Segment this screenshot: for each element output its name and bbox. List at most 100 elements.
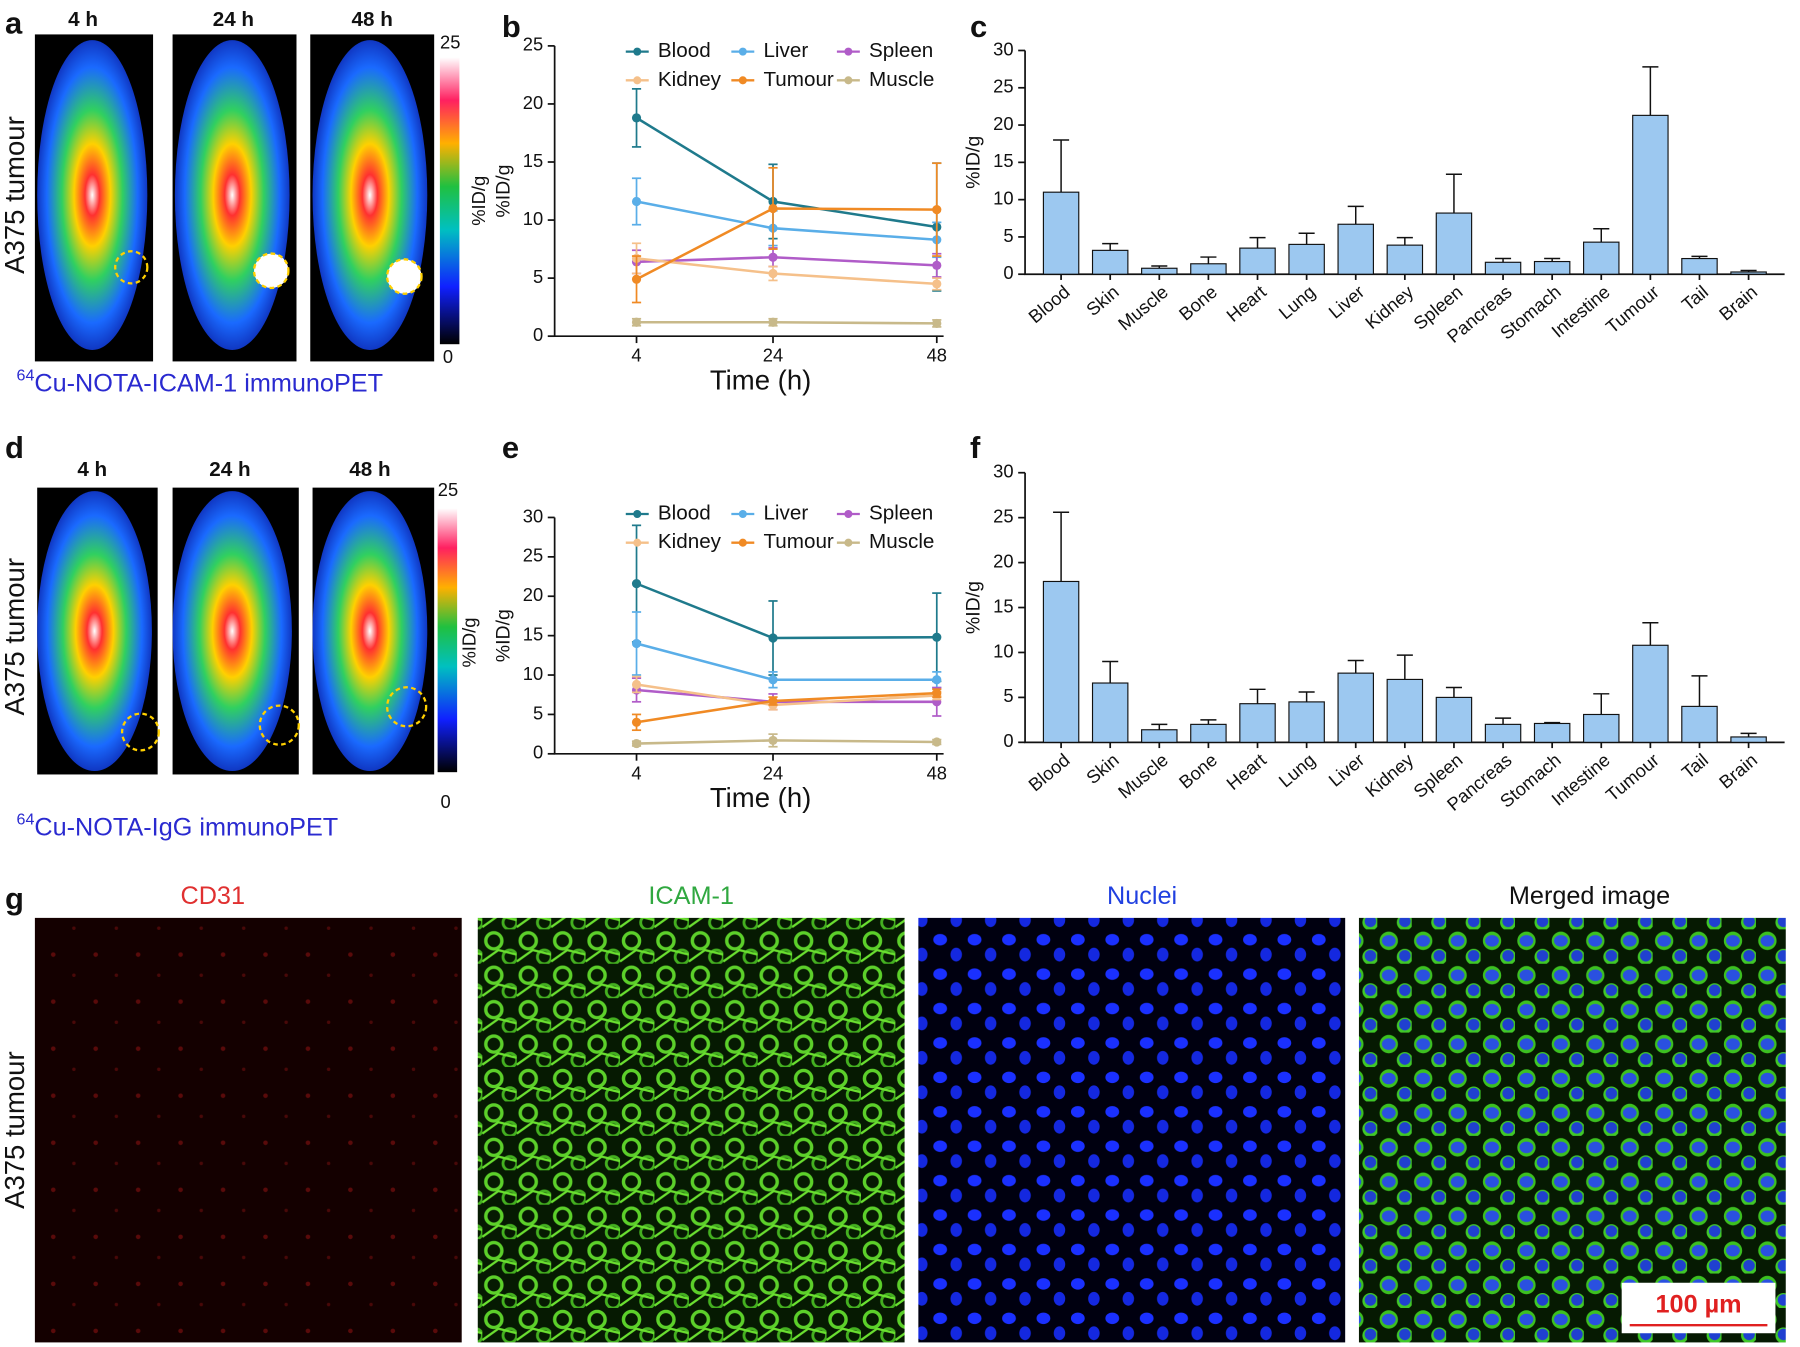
channel-label: CD31: [180, 882, 245, 910]
bar: [1288, 701, 1325, 743]
bar: [1681, 705, 1718, 743]
y-tick-label: 5: [1003, 685, 1013, 706]
legend-marker: [633, 47, 642, 56]
x-tick-label: Blood: [1024, 281, 1073, 327]
legend-label: Liver: [763, 39, 808, 62]
y-tick-label: 10: [993, 187, 1013, 208]
x-tick-label: 24: [763, 762, 783, 783]
panel-a: a 4 h 24 h 48 h A375 tumour 25 0 %ID/g 6…: [0, 5, 489, 397]
y-axis-title: %ID/g: [963, 136, 985, 189]
y-tick-label: 15: [523, 623, 543, 644]
caption-text: Cu-NOTA-ICAM-1 immunoPET: [34, 369, 383, 397]
point: [768, 203, 778, 214]
y-tick-label: 20: [993, 113, 1013, 134]
time-label: 4 h: [68, 8, 98, 31]
caption-text: Cu-NOTA-IgG immunoPET: [34, 813, 338, 841]
x-tick-label: Kidney: [1361, 749, 1418, 802]
bar: [1730, 736, 1767, 743]
y-tick-label: 25: [523, 545, 543, 566]
panel-label: c: [970, 9, 987, 44]
point: [768, 317, 778, 327]
caption-sup: 64: [17, 811, 35, 829]
y-tick-label: 10: [523, 663, 543, 684]
micrograph: [34, 917, 462, 1343]
point: [631, 717, 642, 727]
point: [768, 696, 778, 706]
bar: [1190, 263, 1227, 275]
legend-marker: [844, 76, 853, 85]
legend-label: Liver: [763, 501, 808, 524]
colorbar-label: 25: [438, 479, 458, 500]
point: [768, 268, 778, 279]
bar: [1632, 644, 1669, 743]
point: [932, 737, 942, 747]
panel-label: e: [502, 430, 519, 465]
bar: [1042, 191, 1080, 275]
tumour-ring: [385, 258, 423, 295]
panel-label: f: [970, 430, 981, 465]
legend-label: Kidney: [658, 68, 722, 91]
y-tick-label: 10: [523, 208, 543, 229]
mouse: [37, 491, 152, 772]
point: [631, 274, 642, 284]
y-tick-label: 15: [523, 150, 543, 171]
caption: 64Cu-NOTA-IgG immunoPET: [17, 811, 339, 841]
mouse: [312, 491, 428, 772]
bar: [1583, 241, 1620, 275]
x-tick-label: Tumour: [1602, 749, 1663, 805]
y-tick-label: 20: [523, 92, 543, 113]
x-tick-label: Brain: [1715, 281, 1761, 325]
bar: [1386, 244, 1424, 275]
legend-marker: [738, 510, 747, 519]
y-tick-label: 0: [533, 742, 543, 763]
y-axis-title: %ID/g: [963, 581, 985, 634]
series-line: [636, 320, 937, 325]
x-tick-label: Blood: [1024, 749, 1073, 795]
panel-label: b: [502, 9, 521, 44]
time-label: 48 h: [352, 8, 393, 31]
x-axis-title: Time (h): [710, 782, 811, 813]
y-tick-label: 25: [993, 76, 1013, 97]
point: [631, 579, 642, 589]
bar: [1141, 267, 1178, 275]
x-tick-label: Skin: [1082, 281, 1123, 320]
bar: [1435, 696, 1473, 743]
bar: [1533, 260, 1571, 275]
bar: [1239, 247, 1276, 275]
point: [631, 638, 642, 649]
bar: [1239, 703, 1276, 743]
bar: [1386, 678, 1424, 743]
x-tick-label: Tail: [1677, 749, 1712, 783]
legend-marker: [738, 538, 747, 547]
side-label: A375 tumour: [0, 116, 30, 274]
bar: [1484, 723, 1522, 743]
x-tick-label: Heart: [1222, 749, 1270, 794]
pet-images: [34, 34, 435, 362]
point: [631, 317, 642, 327]
time-label: 48 h: [349, 458, 390, 481]
x-tick-label: 4: [631, 762, 641, 783]
series-line: [636, 582, 937, 640]
y-tick-label: 30: [993, 38, 1013, 59]
series-line: [636, 739, 937, 745]
bar: [1681, 257, 1718, 275]
x-tick-label: 4: [631, 345, 641, 366]
point: [932, 205, 942, 215]
mouse: [37, 40, 148, 350]
legend-marker: [633, 510, 642, 519]
bar: [1337, 223, 1374, 275]
tumour-ring: [385, 686, 428, 728]
x-tick-label: Muscle: [1114, 281, 1172, 334]
pet-images: [37, 487, 435, 775]
point: [631, 196, 642, 207]
legend-marker: [844, 538, 853, 547]
mouse: [174, 40, 290, 350]
legend-label: Muscle: [869, 530, 934, 553]
panel-label: d: [5, 430, 24, 465]
y-tick-label: 15: [993, 150, 1013, 171]
point: [768, 633, 778, 643]
colorbar-title: %ID/g: [459, 618, 480, 668]
x-tick-label: Skin: [1082, 749, 1123, 788]
